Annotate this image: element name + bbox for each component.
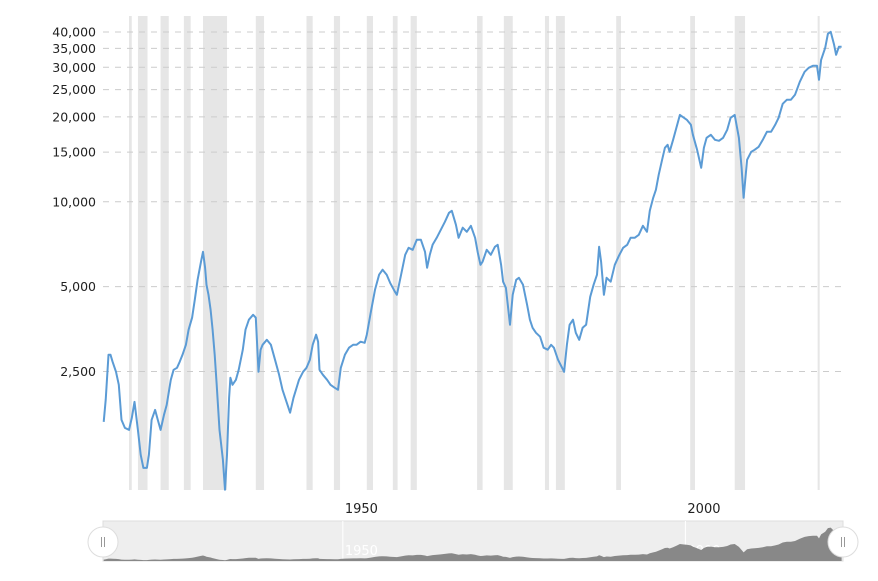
recession-bands [129, 16, 820, 490]
recession-band [366, 16, 373, 490]
y-tick-label: 20,000 [52, 109, 96, 124]
recession-band [616, 16, 621, 490]
recession-band [817, 16, 820, 490]
y-tick-label: 30,000 [52, 60, 96, 75]
navigator-handles[interactable] [87, 526, 859, 558]
recession-band [255, 16, 265, 490]
recession-band [544, 16, 550, 490]
series-line [102, 30, 842, 491]
grip-lines-icon [841, 537, 845, 547]
gridlines [103, 31, 843, 373]
navigator-handle-right[interactable] [827, 526, 859, 558]
recession-band [410, 16, 417, 490]
y-tick-label: 10,000 [52, 194, 96, 209]
recession-band [306, 16, 313, 490]
x-tick-label: 2000 [687, 502, 720, 517]
recession-band [203, 16, 228, 490]
recession-band [555, 16, 565, 490]
recession-band [734, 16, 746, 490]
navigator-handle-left[interactable] [87, 526, 119, 558]
recession-band [477, 16, 483, 490]
y-tick-label: 40,000 [52, 25, 96, 40]
x-tick-label: 1950 [345, 502, 378, 517]
handle-circle[interactable] [827, 526, 859, 558]
recession-band [137, 16, 148, 490]
y-axis: 2,500 5,000 10,000 15,000 20,000 25,000 30,000… [52, 25, 96, 379]
y-tick-label: 25,000 [52, 82, 96, 97]
x-axis: 1950 2000 [345, 502, 721, 517]
navigator-tick-label: 1950 [345, 544, 378, 559]
recession-band [392, 16, 398, 490]
recession-band [503, 16, 513, 490]
recession-band [333, 16, 341, 490]
y-tick-label: 5,000 [60, 279, 96, 294]
y-tick-label: 35,000 [52, 41, 96, 56]
handle-circle[interactable] [87, 526, 119, 558]
recession-band [690, 16, 695, 490]
y-tick-label: 15,000 [52, 145, 96, 160]
y-tick-label: 2,500 [60, 364, 96, 379]
recession-band [160, 16, 169, 490]
grip-lines-icon [101, 537, 105, 547]
recession-band [183, 16, 191, 490]
recession-band [129, 16, 132, 490]
navigator-area [103, 527, 842, 561]
